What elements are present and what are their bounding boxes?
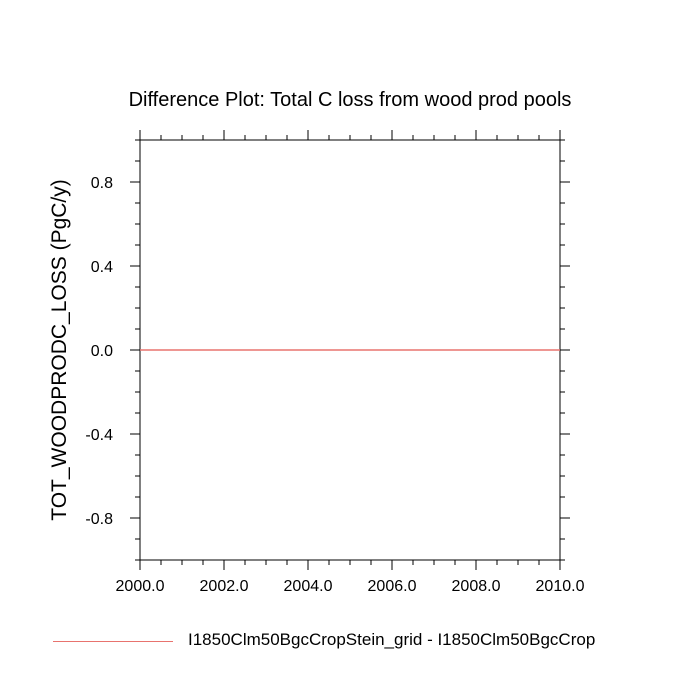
x-tick-label: 2002.0 [200,578,249,595]
x-tick-label: 2000.0 [116,578,165,595]
legend-line-swatch [53,641,173,642]
chart-title: Difference Plot: Total C loss from wood … [128,89,572,111]
y-tick-label: -0.4 [85,427,113,444]
x-tick-label: 2006.0 [368,578,417,595]
x-tick-label: 2010.0 [536,578,585,595]
y-tick-label: 0.4 [91,259,113,276]
y-tick-label: 0.8 [91,175,113,192]
legend-series-label: I1850Clm50BgcCropStein_grid - I1850Clm50… [188,630,596,649]
x-tick-label: 2008.0 [452,578,501,595]
y-tick-label: 0.0 [91,343,113,360]
x-tick-label: 2004.0 [284,578,333,595]
y-tick-label: -0.8 [85,511,113,528]
